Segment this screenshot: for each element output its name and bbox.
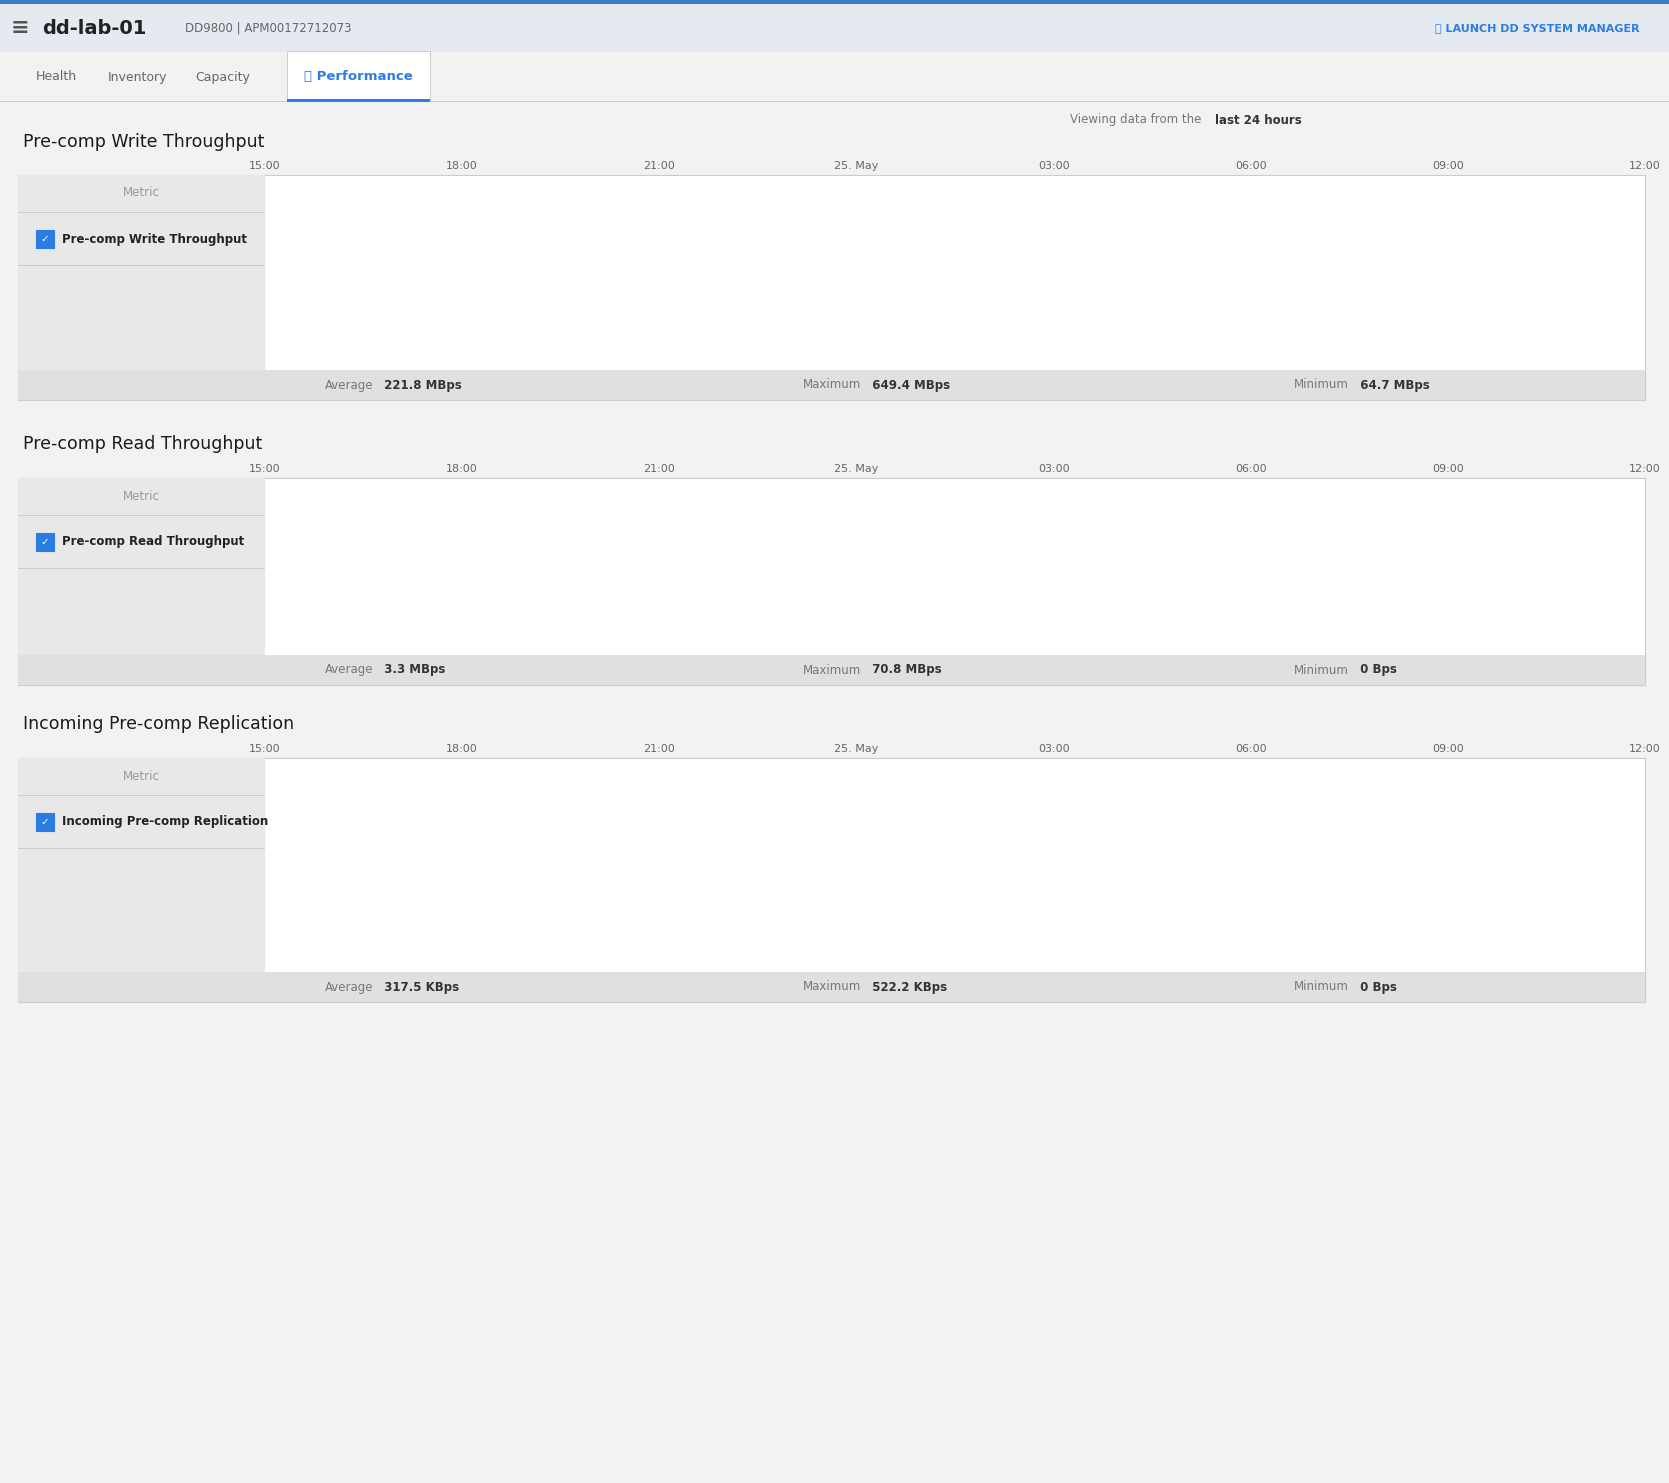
Text: 649.4 MBps: 649.4 MBps xyxy=(865,378,950,392)
Text: ✓: ✓ xyxy=(40,234,50,245)
Text: Minimum: Minimum xyxy=(1293,378,1349,392)
Text: ≡: ≡ xyxy=(10,18,30,39)
Text: Pre-comp Read Throughput: Pre-comp Read Throughput xyxy=(23,435,262,452)
Text: Pre-comp Write Throughput: Pre-comp Write Throughput xyxy=(62,233,247,246)
Text: Average: Average xyxy=(324,980,372,994)
Text: ✓: ✓ xyxy=(40,817,50,828)
Text: Maximum: Maximum xyxy=(803,378,861,392)
Text: Viewing data from the: Viewing data from the xyxy=(1070,114,1205,126)
Text: 317.5 KBps: 317.5 KBps xyxy=(376,980,459,994)
Text: Inventory: Inventory xyxy=(108,71,167,83)
Text: Metric: Metric xyxy=(124,770,160,783)
Text: 3.3 MBps: 3.3 MBps xyxy=(376,663,446,676)
Text: Metric: Metric xyxy=(124,489,160,503)
Text: 221.8 MBps: 221.8 MBps xyxy=(376,378,462,392)
Text: last 24 hours: last 24 hours xyxy=(1215,114,1302,126)
Text: ✓: ✓ xyxy=(40,537,50,547)
Text: Metric: Metric xyxy=(124,187,160,200)
Text: Incoming Pre-comp Replication: Incoming Pre-comp Replication xyxy=(62,816,269,829)
Text: Pre-comp Write Throughput: Pre-comp Write Throughput xyxy=(23,133,264,151)
Text: 0 Bps: 0 Bps xyxy=(1352,980,1397,994)
Text: Average: Average xyxy=(324,663,372,676)
Text: ⬛ Performance: ⬛ Performance xyxy=(304,71,412,83)
Text: 522.2 KBps: 522.2 KBps xyxy=(865,980,948,994)
Text: Pre-comp Read Throughput: Pre-comp Read Throughput xyxy=(62,535,244,549)
Text: Maximum: Maximum xyxy=(803,663,861,676)
Text: Capacity: Capacity xyxy=(195,71,250,83)
Text: Minimum: Minimum xyxy=(1293,663,1349,676)
Text: Average: Average xyxy=(324,378,372,392)
Text: Health: Health xyxy=(37,71,77,83)
Text: Maximum: Maximum xyxy=(803,980,861,994)
Text: Incoming Pre-comp Replication: Incoming Pre-comp Replication xyxy=(23,715,294,733)
Text: 0 Bps: 0 Bps xyxy=(1352,663,1397,676)
Text: 64.7 MBps: 64.7 MBps xyxy=(1352,378,1430,392)
Text: 70.8 MBps: 70.8 MBps xyxy=(865,663,941,676)
Text: dd-lab-01: dd-lab-01 xyxy=(42,18,147,37)
Text: Minimum: Minimum xyxy=(1293,980,1349,994)
Text: ⬛ LAUNCH DD SYSTEM MANAGER: ⬛ LAUNCH DD SYSTEM MANAGER xyxy=(1435,24,1641,33)
Text: DD9800 | APM00172712073: DD9800 | APM00172712073 xyxy=(185,21,352,34)
